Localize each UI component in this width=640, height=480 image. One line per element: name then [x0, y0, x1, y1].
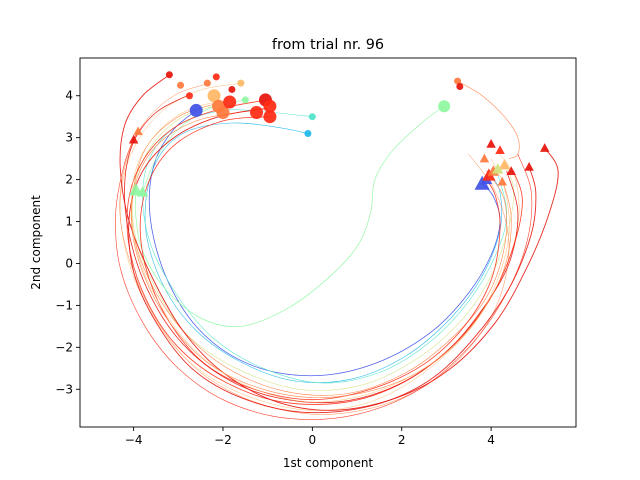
start-point-marker-16 [263, 99, 277, 113]
trajectory-line-9 [457, 80, 520, 159]
y-axis: −3 −2 −1 0 1 2 3 4 [55, 89, 80, 396]
start-point-marker-5 [212, 73, 220, 81]
start-point-marker-1 [165, 71, 173, 79]
start-point-marker-11 [216, 106, 230, 120]
trajectory-line-18 [131, 99, 510, 403]
start-point-marker-2 [177, 81, 185, 89]
trajectory-line-4 [135, 105, 445, 328]
y-axis-title: 2nd component [29, 195, 43, 290]
end-point-marker-15 [524, 162, 534, 171]
x-tick-label: 2 [398, 433, 406, 447]
trajectory-line-14 [128, 107, 537, 414]
plot-title: from trial nr. 96 [272, 37, 384, 53]
end-point-marker-9 [479, 153, 490, 163]
plot-area [115, 71, 559, 420]
start-point-marker-21 [454, 77, 462, 85]
start-point-marker-3 [185, 92, 193, 100]
axes-frame [79, 57, 577, 428]
x-tick-label: 0 [309, 433, 317, 447]
start-point-marker-12 [223, 95, 237, 109]
start-point-marker-18 [308, 113, 316, 121]
end-point-marker-13 [492, 163, 504, 174]
y-tick-label: 0 [65, 256, 73, 270]
end-point-marker-11 [495, 145, 505, 154]
end-point-marker-1 [128, 134, 139, 144]
trajectory-line-16 [115, 129, 533, 420]
y-tick-label: 1 [65, 215, 73, 229]
trajectory-line-17 [130, 112, 512, 398]
y-tick-label: 3 [65, 131, 73, 145]
series-layer [115, 74, 559, 420]
trajectory-line-12 [139, 116, 501, 401]
end-point-marker-14 [506, 166, 516, 175]
y-tick-label: 4 [65, 89, 73, 103]
x-axis-title: 1st component [283, 456, 374, 470]
start-point-marker-8 [189, 103, 203, 117]
trajectory-line-13 [119, 74, 559, 411]
end-point-marker-17 [497, 176, 508, 186]
start-point-marker-9 [207, 89, 221, 103]
x-axis: −4 −2 0 2 4 [125, 427, 495, 447]
start-point-marker-19 [304, 129, 312, 137]
trajectory-line-8 [119, 82, 510, 415]
y-tick-label: −3 [55, 382, 73, 396]
y-tick-label: −1 [55, 298, 73, 312]
start-point-marker-14 [250, 106, 264, 120]
marker-layer [128, 71, 550, 197]
trajectory-line-6 [131, 103, 514, 391]
x-tick-label: 4 [487, 433, 495, 447]
start-point-marker-17 [263, 110, 277, 124]
trajectory-line-2 [144, 122, 503, 383]
start-point-marker-13 [241, 96, 249, 104]
end-point-marker-2 [133, 126, 143, 136]
start-point-marker-7 [228, 85, 236, 93]
trajectory-line-10 [131, 103, 508, 396]
start-point-marker-6 [237, 79, 245, 87]
end-point-marker-3 [129, 183, 143, 196]
end-point-marker-12 [498, 158, 511, 170]
y-tick-label: −2 [55, 340, 73, 354]
start-point-marker-22 [456, 83, 464, 91]
x-tick-label: −2 [214, 433, 232, 447]
end-point-marker-4 [136, 186, 149, 197]
trajectory-line-1 [148, 110, 501, 377]
start-point-marker-20 [438, 100, 451, 113]
end-point-marker-16 [539, 143, 550, 152]
start-point-marker-4 [203, 79, 211, 87]
x-tick-label: −4 [125, 433, 143, 447]
end-point-marker-10 [486, 138, 496, 148]
trajectory-line-15 [124, 95, 519, 404]
y-tick-label: 2 [65, 173, 73, 187]
